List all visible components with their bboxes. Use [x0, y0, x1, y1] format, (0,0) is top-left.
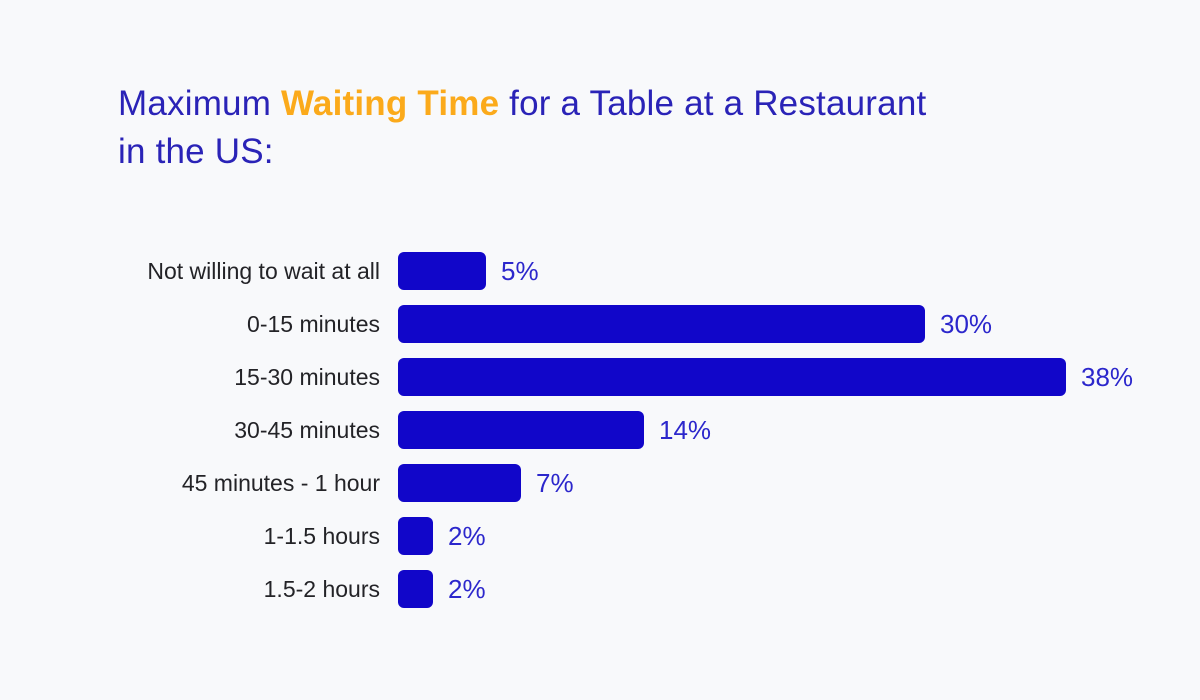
value-label: 38%	[1081, 361, 1134, 392]
chart-row: Not willing to wait at all 5%	[100, 252, 1133, 290]
bar	[398, 464, 521, 502]
title-suffix: for a Table at a Restaurant	[499, 84, 927, 123]
value-label: 30%	[940, 308, 993, 339]
category-label: 1.5-2 hours	[263, 575, 380, 602]
title-highlight: Waiting Time	[281, 84, 500, 123]
chart-title: Maximum Waiting Time for a Table at a Re…	[118, 80, 1118, 176]
category-label: 15-30 minutes	[234, 363, 380, 390]
value-label: 5%	[501, 255, 539, 286]
chart-row: 1-1.5 hours 2%	[100, 517, 1133, 555]
value-label: 7%	[536, 467, 574, 498]
chart-row: 15-30 minutes 38%	[100, 358, 1133, 396]
bar	[398, 517, 433, 555]
title-prefix: Maximum	[118, 84, 281, 123]
chart-row: 30-45 minutes 14%	[100, 411, 1133, 449]
bar	[398, 252, 486, 290]
bar-chart: Not willing to wait at all 5% 0-15 minut…	[100, 252, 1133, 623]
bar	[398, 570, 433, 608]
category-label: 0-15 minutes	[247, 310, 380, 337]
category-label: Not willing to wait at all	[147, 257, 380, 284]
bar	[398, 358, 1066, 396]
chart-row: 45 minutes - 1 hour 7%	[100, 464, 1133, 502]
bar	[398, 411, 644, 449]
category-label: 1-1.5 hours	[263, 522, 380, 549]
category-label: 45 minutes - 1 hour	[181, 469, 380, 496]
title-line2: in the US:	[118, 132, 274, 171]
chart-row: 0-15 minutes 30%	[100, 305, 1133, 343]
value-label: 2%	[448, 520, 486, 551]
category-label: 30-45 minutes	[234, 416, 380, 443]
value-label: 14%	[659, 414, 712, 445]
bar	[398, 305, 925, 343]
chart-row: 1.5-2 hours 2%	[100, 570, 1133, 608]
value-label: 2%	[448, 573, 486, 604]
